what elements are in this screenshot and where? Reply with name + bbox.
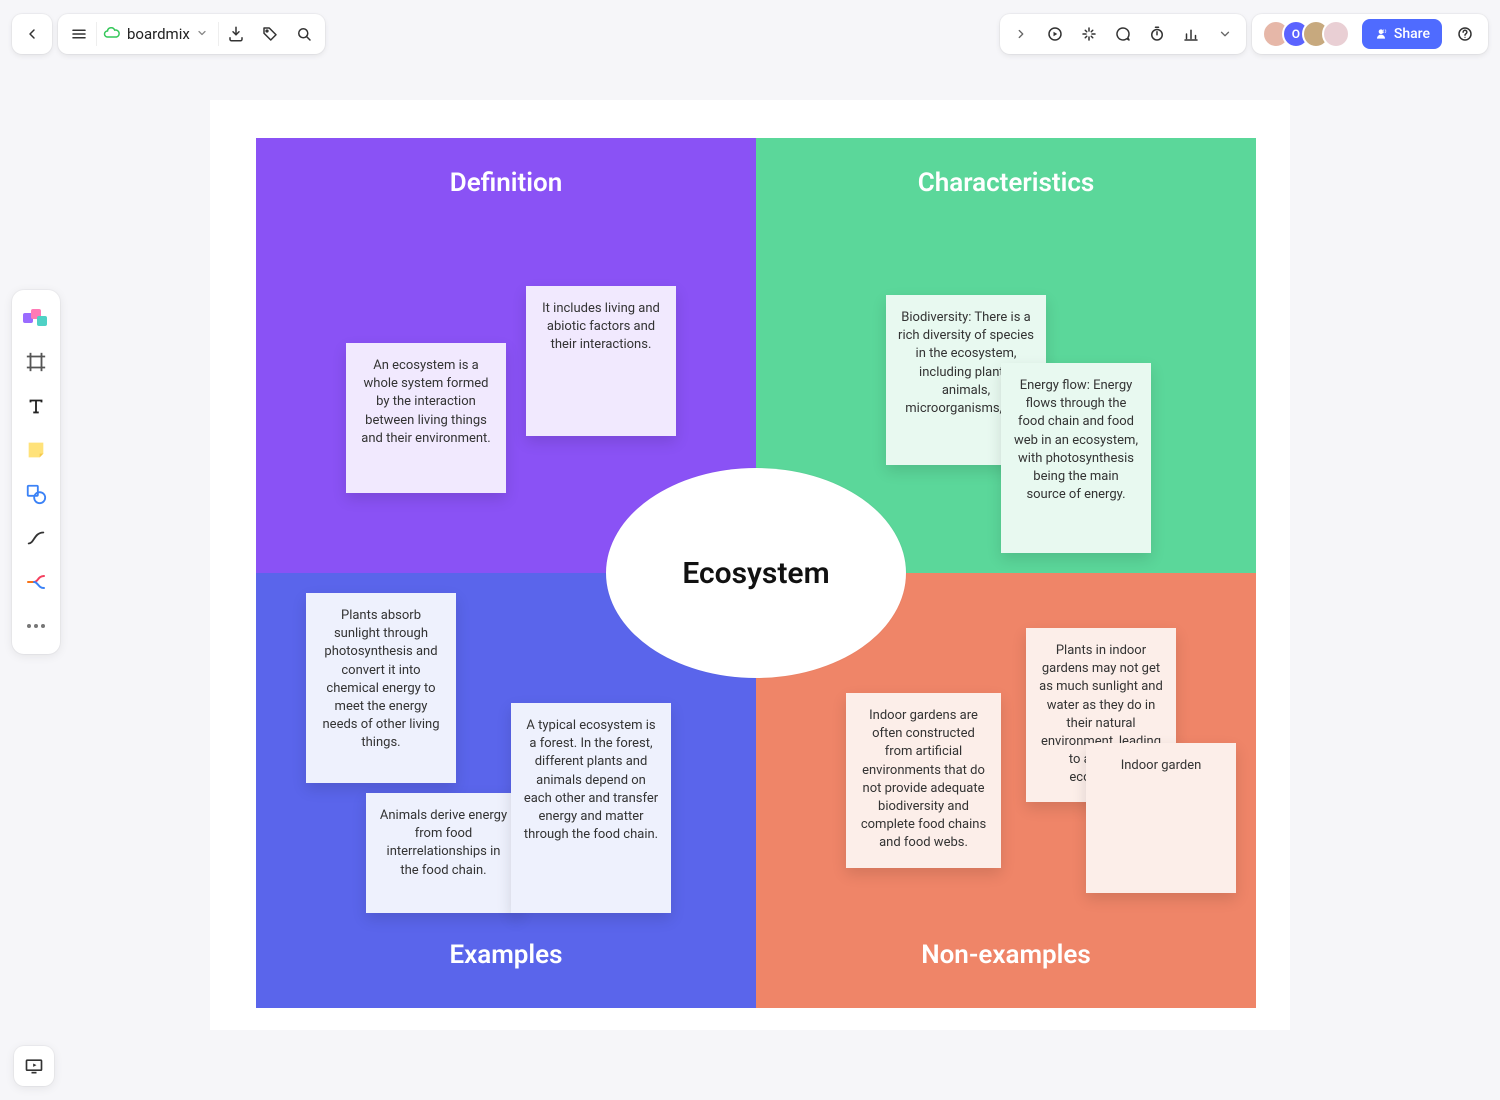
tool-palette [12, 290, 60, 654]
cloud-sync-icon [103, 25, 121, 43]
share-button[interactable]: Share [1362, 19, 1442, 49]
chevron-down-icon [196, 25, 208, 43]
expand-icon[interactable] [1004, 14, 1038, 54]
more-tools[interactable] [16, 606, 56, 646]
sticky-note[interactable]: It includes living and abiotic factors a… [526, 286, 676, 436]
sticky-note-tool[interactable] [16, 430, 56, 470]
sticky-note[interactable]: Animals derive energy from food interrel… [366, 793, 521, 913]
play-icon[interactable] [1038, 14, 1072, 54]
sticky-note[interactable]: Plants absorb sunlight through photosynt… [306, 593, 456, 783]
collaborator-avatars[interactable]: O [1262, 20, 1350, 48]
back-button[interactable] [12, 14, 52, 54]
comment-icon[interactable] [1106, 14, 1140, 54]
connector-tool[interactable] [16, 518, 56, 558]
sticky-note[interactable]: A typical ecosystem is a forest. In the … [511, 703, 671, 913]
more-chevron-icon[interactable] [1208, 14, 1242, 54]
app-brand[interactable]: boardmix [97, 25, 218, 43]
avatar[interactable] [1322, 20, 1350, 48]
quadrant-title: Definition [256, 168, 756, 198]
quadrant-title: Characteristics [756, 168, 1256, 198]
templates-tool[interactable] [16, 298, 56, 338]
mindmap-tool[interactable] [16, 562, 56, 602]
share-label: Share [1394, 26, 1430, 42]
sticky-note[interactable]: Indoor garden [1086, 743, 1236, 893]
shape-tool[interactable] [16, 474, 56, 514]
text-tool[interactable] [16, 386, 56, 426]
menu-icon[interactable] [62, 14, 96, 54]
quadrant-title: Examples [256, 940, 756, 970]
chart-icon[interactable] [1174, 14, 1208, 54]
center-concept[interactable]: Ecosystem [606, 468, 906, 678]
frame-tool[interactable] [16, 342, 56, 382]
download-icon[interactable] [219, 14, 253, 54]
center-concept-label: Ecosystem [682, 556, 829, 591]
timer-icon[interactable] [1140, 14, 1174, 54]
sticky-note[interactable]: Indoor gardens are often constructed fro… [846, 693, 1001, 868]
sticky-note[interactable]: An ecosystem is a whole system formed by… [346, 343, 506, 493]
frayer-model: Definition An ecosystem is a whole syste… [256, 138, 1256, 1008]
search-icon[interactable] [287, 14, 321, 54]
help-icon[interactable] [1448, 14, 1482, 54]
presentation-mode-button[interactable] [14, 1046, 54, 1086]
quadrant-title: Non-examples [756, 940, 1256, 970]
app-name: boardmix [127, 25, 190, 43]
canvas[interactable]: Definition An ecosystem is a whole syste… [210, 100, 1290, 1030]
tag-icon[interactable] [253, 14, 287, 54]
sticky-note[interactable]: Energy flow: Energy flows through the fo… [1001, 363, 1151, 553]
sparkle-icon[interactable] [1072, 14, 1106, 54]
